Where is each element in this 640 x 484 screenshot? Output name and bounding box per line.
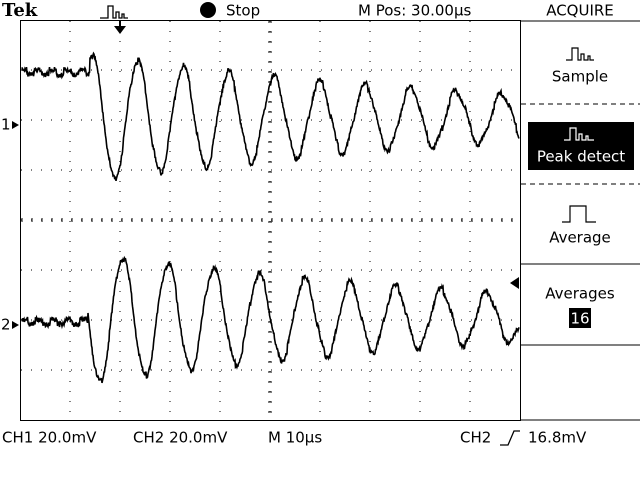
average-icon [562, 205, 596, 223]
ch1-scale: CH1 20.0mV [2, 429, 97, 447]
ch1-arrow [12, 121, 19, 129]
ch1-marker: 1 [1, 116, 11, 134]
menu-item[interactable]: Sample [552, 68, 608, 86]
ch2-marker: 2 [1, 316, 11, 334]
trigger-source: CH2 [460, 429, 491, 447]
averages-value: 16 [570, 310, 589, 328]
run-status: Stop [226, 2, 260, 20]
stop-indicator [200, 2, 216, 18]
timebase: M 10µs [268, 429, 322, 447]
menu-item[interactable]: Averages [545, 285, 615, 303]
horizontal-position: M Pos: 30.00µs [358, 2, 472, 20]
trigger-slope-icon [500, 430, 520, 446]
ch2-arrow [12, 321, 19, 329]
sample-icon [566, 47, 594, 61]
brand: Tek [2, 0, 38, 21]
menu-item-selected[interactable] [528, 122, 634, 170]
peak-detect-icon [564, 127, 594, 141]
averages-value-box [569, 308, 591, 328]
menu-item[interactable]: Average [549, 229, 611, 247]
trigger-position-marker [114, 26, 126, 34]
waveform-trace [21, 51, 520, 182]
graticule-border [20, 20, 521, 421]
waveforms [21, 51, 520, 384]
menu-title: ACQUIRE [546, 2, 614, 20]
trigger-icon [100, 5, 128, 19]
graticule [21, 21, 520, 420]
waveform-trace [21, 255, 520, 384]
menu-item[interactable]: Peak detect [537, 148, 625, 166]
trigger-level: 16.8mV [528, 429, 587, 447]
trigger-level-marker [510, 277, 519, 289]
ch2-scale: CH2 20.0mV [133, 429, 228, 447]
